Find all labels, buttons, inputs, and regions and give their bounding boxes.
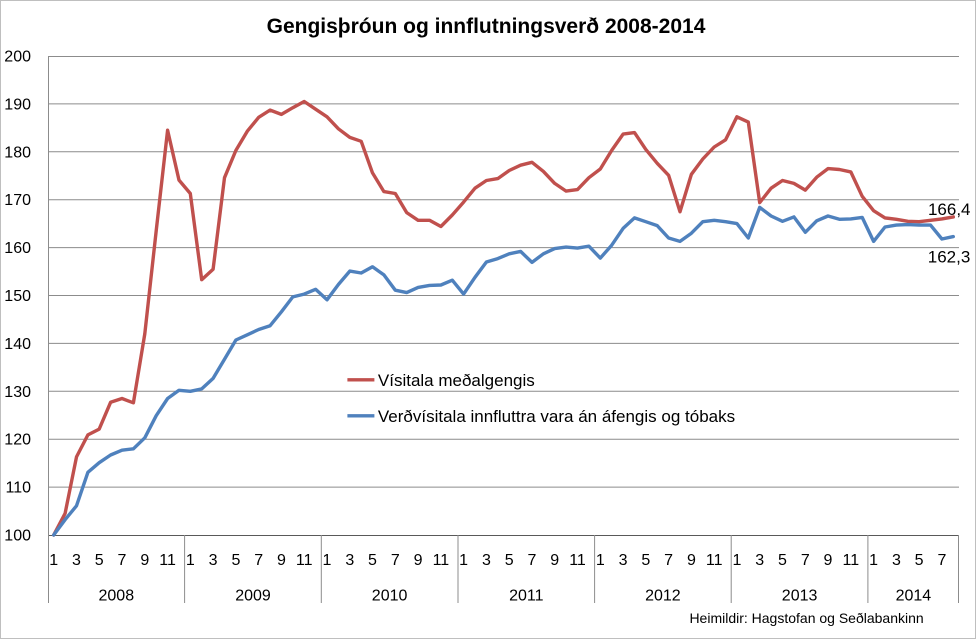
svg-text:7: 7 [391,552,400,569]
svg-text:11: 11 [706,552,723,569]
svg-text:9: 9 [824,552,833,569]
svg-text:170: 170 [4,192,31,209]
svg-text:7: 7 [118,552,127,569]
svg-text:140: 140 [4,336,31,353]
svg-text:11: 11 [296,552,313,569]
svg-text:5: 5 [368,552,377,569]
svg-text:Verðvísitala innfluttra vara á: Verðvísitala innfluttra vara án áfengis … [378,407,735,426]
svg-text:162,3: 162,3 [928,248,971,267]
svg-text:9: 9 [140,552,149,569]
svg-text:7: 7 [937,552,946,569]
svg-text:2008: 2008 [99,588,135,605]
svg-text:2010: 2010 [372,588,408,605]
svg-text:7: 7 [801,552,810,569]
svg-text:2013: 2013 [782,588,818,605]
svg-text:5: 5 [95,552,104,569]
svg-text:150: 150 [4,288,31,305]
svg-text:1: 1 [186,552,195,569]
svg-text:9: 9 [550,552,559,569]
svg-text:5: 5 [915,552,924,569]
svg-text:1: 1 [459,552,468,569]
svg-text:3: 3 [892,552,901,569]
svg-text:120: 120 [4,432,31,449]
svg-text:130: 130 [4,384,31,401]
svg-text:5: 5 [231,552,240,569]
svg-text:1: 1 [323,552,332,569]
svg-text:9: 9 [414,552,423,569]
svg-text:7: 7 [664,552,673,569]
svg-text:11: 11 [159,552,176,569]
svg-text:166,4: 166,4 [928,200,971,219]
svg-text:7: 7 [254,552,263,569]
svg-text:200: 200 [4,49,31,66]
svg-text:Vísitala meðalgengis: Vísitala meðalgengis [378,371,535,390]
svg-text:180: 180 [4,144,31,161]
svg-text:110: 110 [5,480,31,497]
svg-text:3: 3 [209,552,218,569]
svg-text:11: 11 [569,552,586,569]
svg-text:2012: 2012 [645,588,681,605]
svg-text:11: 11 [842,552,859,569]
svg-text:1: 1 [732,552,741,569]
svg-text:Heimildir: Hagstofan og Seðlab: Heimildir: Hagstofan og Seðlabankinn [689,610,923,626]
svg-text:2014: 2014 [896,588,932,605]
svg-text:160: 160 [4,240,31,257]
svg-text:3: 3 [72,552,81,569]
svg-text:1: 1 [869,552,878,569]
svg-text:3: 3 [482,552,491,569]
svg-text:5: 5 [641,552,650,569]
svg-text:5: 5 [505,552,514,569]
svg-text:9: 9 [277,552,286,569]
svg-text:1: 1 [596,552,605,569]
svg-text:3: 3 [619,552,628,569]
svg-text:9: 9 [687,552,696,569]
svg-text:1: 1 [49,552,58,569]
svg-text:100: 100 [4,528,31,545]
svg-text:3: 3 [755,552,764,569]
svg-text:5: 5 [778,552,787,569]
svg-text:2009: 2009 [235,588,271,605]
svg-text:2011: 2011 [509,588,544,605]
svg-text:3: 3 [345,552,354,569]
svg-text:Gengisþróun og innflutningsver: Gengisþróun og innflutningsverð 2008-201… [267,15,706,38]
svg-text:11: 11 [433,552,450,569]
svg-text:7: 7 [528,552,537,569]
svg-text:190: 190 [4,96,31,113]
